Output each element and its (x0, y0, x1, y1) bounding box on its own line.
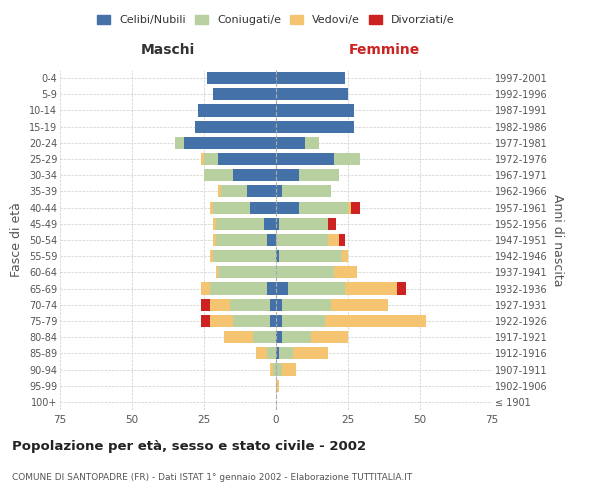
Bar (212, 250, 276, 262)
Bar (282, 298, 331, 311)
Bar (268, 282, 276, 294)
Bar (279, 218, 328, 230)
Y-axis label: Fasce di età: Fasce di età (10, 202, 23, 278)
Bar (212, 202, 250, 213)
Bar (282, 315, 325, 327)
Bar (233, 315, 270, 327)
Bar (210, 298, 230, 311)
Bar (342, 250, 348, 262)
Bar (340, 234, 345, 246)
Bar (250, 202, 276, 213)
Bar (201, 298, 210, 311)
Bar (175, 137, 184, 149)
Bar (230, 298, 270, 311)
Bar (276, 137, 305, 149)
Bar (348, 202, 351, 213)
Bar (276, 331, 282, 343)
Bar (218, 153, 276, 165)
Bar (397, 282, 406, 294)
Bar (287, 282, 345, 294)
Bar (276, 186, 282, 198)
Legend: Celibi/Nubili, Coniugati/e, Vedovi/e, Divorziati/e: Celibi/Nubili, Coniugati/e, Vedovi/e, Di… (93, 10, 459, 30)
Bar (212, 88, 276, 101)
Bar (221, 186, 247, 198)
Bar (276, 315, 282, 327)
Bar (256, 348, 268, 360)
Bar (204, 169, 233, 181)
Bar (218, 186, 221, 198)
Bar (299, 202, 348, 213)
Bar (305, 137, 319, 149)
Bar (184, 137, 276, 149)
Bar (204, 153, 218, 165)
Text: Femmine: Femmine (349, 44, 419, 58)
Bar (201, 153, 204, 165)
Bar (276, 364, 282, 376)
Bar (196, 120, 276, 132)
Bar (276, 120, 354, 132)
Bar (351, 202, 359, 213)
Bar (334, 153, 359, 165)
Bar (215, 266, 218, 278)
Bar (273, 364, 276, 376)
Bar (276, 348, 279, 360)
Bar (215, 234, 268, 246)
Bar (276, 282, 287, 294)
Bar (279, 250, 342, 262)
Y-axis label: Anni di nascita: Anni di nascita (551, 194, 565, 286)
Text: COMUNE DI SANTOPADRE (FR) - Dati ISTAT 1° gennaio 2002 - Elaborazione TUTTITALIA: COMUNE DI SANTOPADRE (FR) - Dati ISTAT 1… (12, 473, 412, 482)
Bar (215, 218, 265, 230)
Bar (210, 282, 268, 294)
Bar (201, 315, 210, 327)
Bar (268, 348, 276, 360)
Bar (293, 348, 328, 360)
Bar (201, 282, 210, 294)
Bar (270, 298, 276, 311)
Bar (282, 186, 331, 198)
Bar (276, 72, 345, 84)
Bar (210, 315, 233, 327)
Bar (276, 266, 334, 278)
Bar (345, 282, 397, 294)
Bar (233, 169, 276, 181)
Bar (299, 169, 340, 181)
Bar (276, 153, 334, 165)
Bar (276, 218, 279, 230)
Bar (276, 169, 299, 181)
Bar (276, 380, 279, 392)
Bar (279, 348, 293, 360)
Bar (212, 218, 215, 230)
Bar (276, 250, 279, 262)
Bar (207, 72, 276, 84)
Bar (328, 234, 340, 246)
Bar (282, 331, 311, 343)
Bar (210, 250, 212, 262)
Bar (268, 234, 276, 246)
Bar (253, 331, 276, 343)
Bar (331, 298, 388, 311)
Bar (224, 331, 253, 343)
Bar (218, 266, 276, 278)
Bar (198, 104, 276, 117)
Bar (276, 104, 354, 117)
Bar (282, 364, 296, 376)
Bar (334, 266, 356, 278)
Bar (311, 331, 348, 343)
Bar (270, 364, 273, 376)
Bar (276, 234, 328, 246)
Text: Popolazione per età, sesso e stato civile - 2002: Popolazione per età, sesso e stato civil… (12, 440, 366, 453)
Bar (328, 218, 337, 230)
Bar (325, 315, 426, 327)
Bar (265, 218, 276, 230)
Bar (210, 202, 212, 213)
Bar (212, 234, 215, 246)
Bar (276, 202, 299, 213)
Bar (270, 315, 276, 327)
Text: Maschi: Maschi (141, 44, 195, 58)
Bar (276, 298, 282, 311)
Bar (247, 186, 276, 198)
Bar (276, 88, 348, 101)
